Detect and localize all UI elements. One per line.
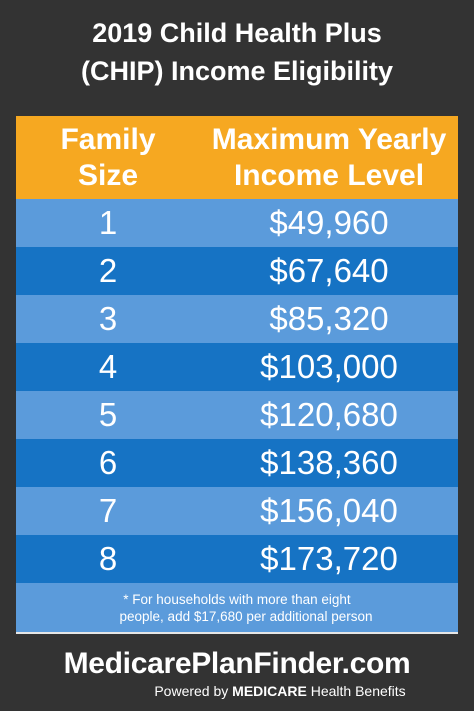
- family-size-cell: 2: [98, 252, 118, 289]
- income-cell: $120,680: [260, 396, 398, 433]
- family-size-cell: 1: [98, 204, 118, 241]
- page-title: 2019 Child Health Plus (CHIP) Income Eli…: [0, 0, 474, 104]
- title-line-2: (CHIP) Income Eligibility: [80, 56, 394, 86]
- family-size-cell: 4: [98, 348, 118, 385]
- title-line-1: 2019 Child Health Plus: [92, 18, 382, 48]
- table-header-row: Family Size Maximum Yearly Income Level: [16, 116, 458, 199]
- table-row: 8 $173,720: [16, 535, 458, 583]
- footnote-line-2: people, add $17,680 per additional perso…: [119, 608, 373, 624]
- tagline-prefix: Powered by: [154, 683, 229, 699]
- income-cell: $67,640: [269, 252, 389, 289]
- eligibility-table: Family Size Maximum Yearly Income Level …: [16, 116, 458, 634]
- family-size-cell: 8: [98, 540, 118, 577]
- family-size-cell: 5: [98, 396, 118, 433]
- family-size-cell: 6: [98, 444, 118, 481]
- footnote-line-1: * For households with more than eight: [123, 591, 351, 607]
- income-cell: $49,960: [269, 204, 389, 241]
- column-header-income: Maximum Yearly Income Level: [200, 116, 458, 199]
- footnote: * For households with more than eight pe…: [16, 583, 458, 632]
- family-size-cell: 7: [98, 492, 118, 529]
- brand-logo: MedicarePlanFinder.com: [63, 647, 411, 680]
- table-row: 3 $85,320: [16, 295, 458, 343]
- income-cell: $173,720: [260, 540, 398, 577]
- tagline-medicare: MEDICARE: [232, 683, 307, 699]
- income-cell: $103,000: [260, 348, 398, 385]
- table-row: 6 $138,360: [16, 439, 458, 487]
- brand-tagline: Powered by MEDICARE Health Benefits: [0, 682, 474, 700]
- family-size-cell: 3: [98, 300, 118, 337]
- table-row: 1 $49,960: [16, 199, 458, 247]
- income-cell: $85,320: [269, 300, 389, 337]
- column-header-family-size: Family Size: [16, 116, 200, 199]
- column-header-income-line-1: Maximum Yearly: [211, 122, 447, 156]
- table-row: 2 $67,640: [16, 247, 458, 295]
- table-row: 4 $103,000: [16, 343, 458, 391]
- column-header-family-size-line-2: Size: [77, 158, 139, 192]
- brand-footer: MedicarePlanFinder.com Powered by MEDICA…: [0, 646, 474, 700]
- income-cell: $138,360: [260, 444, 398, 481]
- column-header-family-size-line-1: Family: [60, 122, 156, 156]
- table-row: 7 $156,040: [16, 487, 458, 535]
- income-cell: $156,040: [260, 492, 398, 529]
- table-row: 5 $120,680: [16, 391, 458, 439]
- column-header-income-line-2: Income Level: [233, 158, 425, 192]
- tagline-suffix: Health Benefits: [310, 683, 406, 699]
